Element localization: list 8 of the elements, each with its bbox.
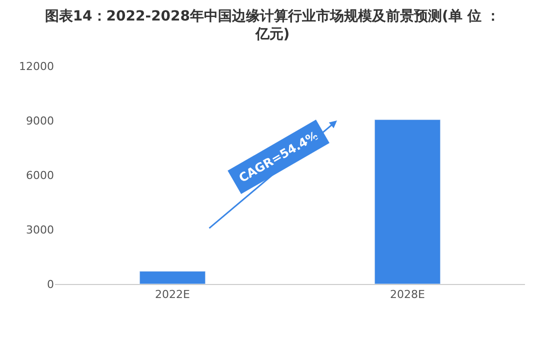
y-tick-label: 9000: [26, 114, 54, 128]
chart-title: 图表14：2022-2028年中国边缘计算行业市场规模及前景预测(单 位 ：亿元): [44, 8, 500, 43]
y-tick-label: 6000: [26, 168, 54, 182]
x-tick-label: 2022E: [155, 288, 190, 302]
y-tick-label: 3000: [26, 223, 54, 236]
y-tick-label: 12000: [19, 60, 54, 73]
y-tick-label: 0: [47, 278, 54, 291]
x-tick-label: 2028E: [390, 288, 426, 302]
